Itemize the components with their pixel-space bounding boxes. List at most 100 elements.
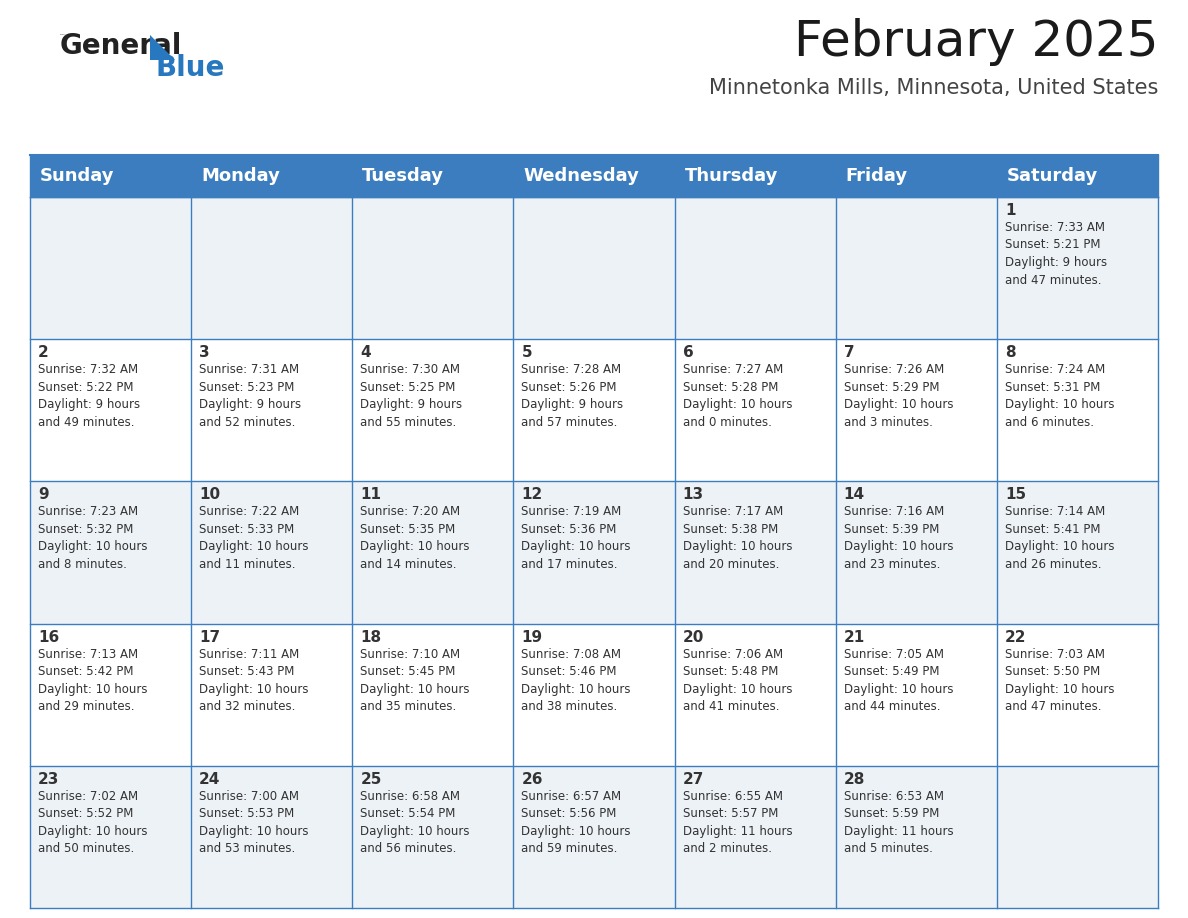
Text: 6: 6 bbox=[683, 345, 694, 360]
Text: Sunrise: 7:22 AM
Sunset: 5:33 PM
Daylight: 10 hours
and 11 minutes.: Sunrise: 7:22 AM Sunset: 5:33 PM Dayligh… bbox=[200, 506, 309, 571]
Bar bbox=[30, 481, 191, 623]
Text: General: General bbox=[61, 32, 183, 60]
Bar bbox=[353, 623, 513, 766]
Text: 20: 20 bbox=[683, 630, 704, 644]
Bar bbox=[675, 481, 835, 623]
Bar bbox=[30, 197, 191, 339]
Bar bbox=[30, 623, 191, 766]
Text: Thursday: Thursday bbox=[684, 167, 778, 185]
Text: Monday: Monday bbox=[201, 167, 280, 185]
Bar bbox=[835, 197, 997, 339]
Text: Sunrise: 7:27 AM
Sunset: 5:28 PM
Daylight: 10 hours
and 0 minutes.: Sunrise: 7:27 AM Sunset: 5:28 PM Dayligh… bbox=[683, 364, 792, 429]
Text: 15: 15 bbox=[1005, 487, 1026, 502]
Text: 27: 27 bbox=[683, 772, 704, 787]
Text: February 2025: February 2025 bbox=[794, 18, 1158, 66]
Bar bbox=[997, 197, 1158, 339]
Text: 13: 13 bbox=[683, 487, 703, 502]
Bar bbox=[997, 339, 1158, 481]
Text: Sunrise: 7:00 AM
Sunset: 5:53 PM
Daylight: 10 hours
and 53 minutes.: Sunrise: 7:00 AM Sunset: 5:53 PM Dayligh… bbox=[200, 789, 309, 856]
Text: 24: 24 bbox=[200, 772, 221, 787]
Text: 5: 5 bbox=[522, 345, 532, 360]
Text: Sunrise: 6:58 AM
Sunset: 5:54 PM
Daylight: 10 hours
and 56 minutes.: Sunrise: 6:58 AM Sunset: 5:54 PM Dayligh… bbox=[360, 789, 469, 856]
Text: Sunrise: 7:32 AM
Sunset: 5:22 PM
Daylight: 9 hours
and 49 minutes.: Sunrise: 7:32 AM Sunset: 5:22 PM Dayligh… bbox=[38, 364, 140, 429]
Text: 1: 1 bbox=[1005, 203, 1016, 218]
Text: Sunrise: 7:28 AM
Sunset: 5:26 PM
Daylight: 9 hours
and 57 minutes.: Sunrise: 7:28 AM Sunset: 5:26 PM Dayligh… bbox=[522, 364, 624, 429]
Bar bbox=[353, 766, 513, 908]
Text: Friday: Friday bbox=[846, 167, 908, 185]
Text: Sunrise: 6:55 AM
Sunset: 5:57 PM
Daylight: 11 hours
and 2 minutes.: Sunrise: 6:55 AM Sunset: 5:57 PM Dayligh… bbox=[683, 789, 792, 856]
Text: Sunrise: 7:03 AM
Sunset: 5:50 PM
Daylight: 10 hours
and 47 minutes.: Sunrise: 7:03 AM Sunset: 5:50 PM Dayligh… bbox=[1005, 647, 1114, 713]
Text: Sunrise: 7:10 AM
Sunset: 5:45 PM
Daylight: 10 hours
and 35 minutes.: Sunrise: 7:10 AM Sunset: 5:45 PM Dayligh… bbox=[360, 647, 469, 713]
Text: Sunrise: 7:11 AM
Sunset: 5:43 PM
Daylight: 10 hours
and 32 minutes.: Sunrise: 7:11 AM Sunset: 5:43 PM Dayligh… bbox=[200, 647, 309, 713]
Bar bbox=[835, 623, 997, 766]
Text: 28: 28 bbox=[843, 772, 865, 787]
Bar bbox=[997, 766, 1158, 908]
Text: 18: 18 bbox=[360, 630, 381, 644]
Bar bbox=[353, 481, 513, 623]
Text: Tuesday: Tuesday bbox=[362, 167, 444, 185]
Bar bbox=[835, 339, 997, 481]
Text: Sunrise: 6:53 AM
Sunset: 5:59 PM
Daylight: 11 hours
and 5 minutes.: Sunrise: 6:53 AM Sunset: 5:59 PM Dayligh… bbox=[843, 789, 953, 856]
Text: Saturday: Saturday bbox=[1007, 167, 1098, 185]
Text: Sunrise: 7:31 AM
Sunset: 5:23 PM
Daylight: 9 hours
and 52 minutes.: Sunrise: 7:31 AM Sunset: 5:23 PM Dayligh… bbox=[200, 364, 302, 429]
Bar bbox=[997, 623, 1158, 766]
Text: Sunrise: 7:14 AM
Sunset: 5:41 PM
Daylight: 10 hours
and 26 minutes.: Sunrise: 7:14 AM Sunset: 5:41 PM Dayligh… bbox=[1005, 506, 1114, 571]
Text: Sunrise: 7:19 AM
Sunset: 5:36 PM
Daylight: 10 hours
and 17 minutes.: Sunrise: 7:19 AM Sunset: 5:36 PM Dayligh… bbox=[522, 506, 631, 571]
Text: #222222: #222222 bbox=[61, 34, 67, 35]
Text: Sunrise: 7:23 AM
Sunset: 5:32 PM
Daylight: 10 hours
and 8 minutes.: Sunrise: 7:23 AM Sunset: 5:32 PM Dayligh… bbox=[38, 506, 147, 571]
Text: 19: 19 bbox=[522, 630, 543, 644]
Bar bbox=[353, 339, 513, 481]
Bar bbox=[353, 197, 513, 339]
Bar bbox=[835, 766, 997, 908]
Text: 17: 17 bbox=[200, 630, 220, 644]
Text: Blue: Blue bbox=[154, 54, 225, 82]
Text: 14: 14 bbox=[843, 487, 865, 502]
Bar bbox=[191, 481, 353, 623]
Bar bbox=[30, 339, 191, 481]
Text: 3: 3 bbox=[200, 345, 210, 360]
Text: 7: 7 bbox=[843, 345, 854, 360]
Text: Sunrise: 6:57 AM
Sunset: 5:56 PM
Daylight: 10 hours
and 59 minutes.: Sunrise: 6:57 AM Sunset: 5:56 PM Dayligh… bbox=[522, 789, 631, 856]
Bar bbox=[513, 623, 675, 766]
Bar bbox=[513, 766, 675, 908]
Bar bbox=[191, 766, 353, 908]
Text: 10: 10 bbox=[200, 487, 220, 502]
Text: Sunrise: 7:02 AM
Sunset: 5:52 PM
Daylight: 10 hours
and 50 minutes.: Sunrise: 7:02 AM Sunset: 5:52 PM Dayligh… bbox=[38, 789, 147, 856]
Bar bbox=[30, 155, 1158, 197]
Bar bbox=[513, 197, 675, 339]
Text: 9: 9 bbox=[38, 487, 49, 502]
Bar bbox=[30, 766, 191, 908]
Bar bbox=[513, 481, 675, 623]
Text: 12: 12 bbox=[522, 487, 543, 502]
Bar bbox=[675, 623, 835, 766]
Bar bbox=[513, 339, 675, 481]
Bar bbox=[997, 481, 1158, 623]
Bar bbox=[675, 339, 835, 481]
Text: Sunrise: 7:26 AM
Sunset: 5:29 PM
Daylight: 10 hours
and 3 minutes.: Sunrise: 7:26 AM Sunset: 5:29 PM Dayligh… bbox=[843, 364, 953, 429]
Text: Sunrise: 7:20 AM
Sunset: 5:35 PM
Daylight: 10 hours
and 14 minutes.: Sunrise: 7:20 AM Sunset: 5:35 PM Dayligh… bbox=[360, 506, 469, 571]
Text: Sunrise: 7:05 AM
Sunset: 5:49 PM
Daylight: 10 hours
and 44 minutes.: Sunrise: 7:05 AM Sunset: 5:49 PM Dayligh… bbox=[843, 647, 953, 713]
Bar bbox=[675, 766, 835, 908]
Text: 8: 8 bbox=[1005, 345, 1016, 360]
Text: Sunrise: 7:13 AM
Sunset: 5:42 PM
Daylight: 10 hours
and 29 minutes.: Sunrise: 7:13 AM Sunset: 5:42 PM Dayligh… bbox=[38, 647, 147, 713]
Text: Sunrise: 7:24 AM
Sunset: 5:31 PM
Daylight: 10 hours
and 6 minutes.: Sunrise: 7:24 AM Sunset: 5:31 PM Dayligh… bbox=[1005, 364, 1114, 429]
Text: 22: 22 bbox=[1005, 630, 1026, 644]
Polygon shape bbox=[150, 35, 175, 60]
Text: Sunday: Sunday bbox=[40, 167, 114, 185]
Text: Sunrise: 7:16 AM
Sunset: 5:39 PM
Daylight: 10 hours
and 23 minutes.: Sunrise: 7:16 AM Sunset: 5:39 PM Dayligh… bbox=[843, 506, 953, 571]
Text: 23: 23 bbox=[38, 772, 59, 787]
Text: 25: 25 bbox=[360, 772, 381, 787]
Text: Sunrise: 7:33 AM
Sunset: 5:21 PM
Daylight: 9 hours
and 47 minutes.: Sunrise: 7:33 AM Sunset: 5:21 PM Dayligh… bbox=[1005, 221, 1107, 286]
Bar bbox=[191, 197, 353, 339]
Text: Sunrise: 7:30 AM
Sunset: 5:25 PM
Daylight: 9 hours
and 55 minutes.: Sunrise: 7:30 AM Sunset: 5:25 PM Dayligh… bbox=[360, 364, 462, 429]
Bar bbox=[675, 197, 835, 339]
Text: 21: 21 bbox=[843, 630, 865, 644]
Text: 2: 2 bbox=[38, 345, 49, 360]
Text: 4: 4 bbox=[360, 345, 371, 360]
Text: 11: 11 bbox=[360, 487, 381, 502]
Text: Sunrise: 7:08 AM
Sunset: 5:46 PM
Daylight: 10 hours
and 38 minutes.: Sunrise: 7:08 AM Sunset: 5:46 PM Dayligh… bbox=[522, 647, 631, 713]
Text: 16: 16 bbox=[38, 630, 59, 644]
Bar bbox=[835, 481, 997, 623]
Bar bbox=[191, 623, 353, 766]
Text: Sunrise: 7:17 AM
Sunset: 5:38 PM
Daylight: 10 hours
and 20 minutes.: Sunrise: 7:17 AM Sunset: 5:38 PM Dayligh… bbox=[683, 506, 792, 571]
